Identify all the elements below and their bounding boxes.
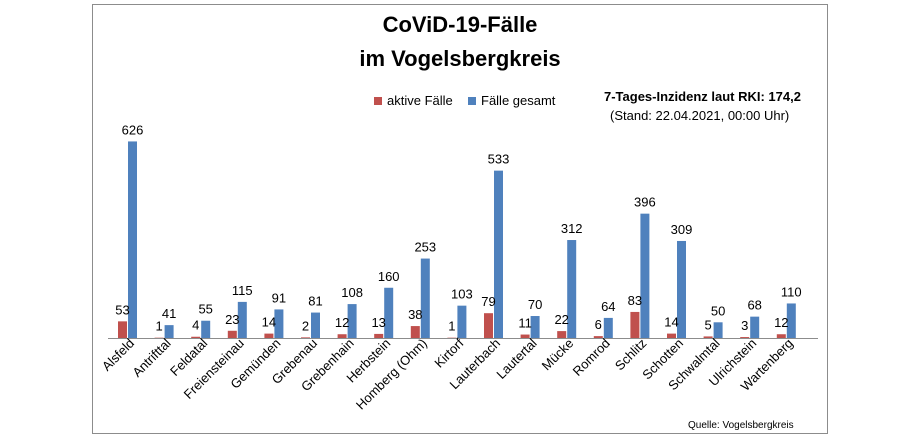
data-label-aktive-freiensteinau: 23 [225,312,239,327]
bar-aktive-gemuenden [264,333,274,338]
legend-label-aktive: aktive Fälle [387,93,453,108]
data-label-gesamt-ulrichstein: 68 [747,298,761,313]
data-label-aktive-herbstein: 13 [371,315,385,330]
bar-gesamt-schlitz [640,213,650,338]
bar-gesamt-kirtorf [457,305,467,338]
data-label-gesamt-alsfeld: 626 [122,122,144,137]
bar-aktive-schotten [667,333,676,338]
source-text: Quelle: Vogelsbergkreis [688,420,794,431]
chart-title-line2: im Vogelsbergkreis [359,46,561,71]
data-label-aktive-kirtorf: 1 [448,319,455,334]
chart-frame [92,4,828,434]
bar-aktive-lautertal [520,334,530,338]
data-label-aktive-lautertal: 11 [518,316,532,331]
incidence-text: 7-Tages-Inzidenz laut RKI: 174,2 [604,89,801,104]
data-label-gesamt-lauterbach: 533 [488,152,510,167]
bar-aktive-grebenhain [337,334,347,338]
data-label-gesamt-freiensteinau: 115 [232,283,253,298]
data-label-aktive-romrod: 6 [595,317,602,332]
bar-aktive-feldatal [191,336,201,338]
bar-aktive-herbstein [374,333,384,338]
bar-gesamt-freiensteinau [237,301,247,338]
bar-gesamt-antrifttal [164,325,174,338]
bar-gesamt-romrod [603,317,613,338]
data-label-aktive-alsfeld: 53 [115,302,129,317]
data-label-gesamt-muecke: 312 [561,221,583,236]
bar-aktive-alsfeld [118,321,127,338]
data-label-aktive-gemuenden: 14 [262,315,276,330]
chart-title-line1: CoViD-19-Fälle [382,12,538,37]
bar-aktive-lauterbach [484,313,493,338]
bar-gesamt-wartenberg [786,303,796,338]
data-label-aktive-wartenberg: 12 [774,315,788,330]
data-label-gesamt-homberg-ohm: 253 [414,240,436,255]
bar-aktive-schlitz [630,311,640,338]
bar-gesamt-ulrichstein [750,316,760,338]
bar-aktive-wartenberg [776,334,786,338]
stand-text: (Stand: 22.04.2021, 00:00 Uhr) [610,108,790,123]
data-label-gesamt-herbstein: 160 [378,269,400,284]
bar-aktive-homberg-ohm [410,326,420,338]
data-label-gesamt-antrifttal: 41 [162,306,176,321]
legend-label-gesamt: Fälle gesamt [481,93,556,108]
bar-gesamt-schwalmtal [713,322,723,338]
legend-swatch-gesamt [468,96,476,105]
data-label-gesamt-schlitz: 396 [634,195,656,210]
data-label-gesamt-feldatal: 55 [198,302,212,317]
data-label-aktive-homberg-ohm: 38 [408,307,422,322]
bar-aktive-ulrichstein [740,337,750,338]
bar-aktive-muecke [557,331,567,338]
bar-gesamt-alsfeld [128,141,137,338]
data-label-aktive-grebenhain: 12 [335,315,349,330]
bar-aktive-freiensteinau [227,330,237,338]
bar-aktive-grebenau [301,337,310,338]
data-label-gesamt-kirtorf: 103 [451,287,473,302]
data-label-aktive-lauterbach: 79 [481,294,495,309]
bar-aktive-schwalmtal [703,336,713,338]
bar-gesamt-feldatal [201,320,211,338]
data-label-gesamt-schotten: 309 [671,222,693,237]
bar-gesamt-gemuenden [274,309,284,338]
data-label-aktive-schotten: 14 [664,315,678,330]
bar-gesamt-homberg-ohm [420,258,430,338]
data-label-gesamt-wartenberg: 110 [781,284,802,299]
legend-item-gesamt: Fälle gesamt [468,93,555,108]
bar-gesamt-muecke [567,240,577,338]
data-label-aktive-schlitz: 83 [628,293,642,308]
data-label-gesamt-schwalmtal: 50 [711,303,725,318]
legend-swatch-aktive [374,96,382,105]
bar-gesamt-grebenau [311,312,320,338]
data-label-gesamt-gemuenden: 91 [272,290,286,305]
bar-gesamt-lautertal [530,316,540,338]
bar-gesamt-grebenhain [347,304,357,338]
legend-item-aktive: aktive Fälle [374,93,453,108]
bar-gesamt-schotten [677,240,686,338]
x-tick-label-antrifttal: Antrifttal [129,335,173,379]
data-label-aktive-antrifttal: 1 [155,319,162,334]
data-label-aktive-grebenau: 2 [302,318,309,333]
bar-gesamt-lauterbach [494,170,503,338]
data-label-aktive-ulrichstein: 3 [741,318,748,333]
x-tick-label-romrod: Romrod [570,336,613,379]
bar-gesamt-herbstein [384,287,394,338]
data-label-gesamt-romrod: 64 [601,299,615,314]
data-label-aktive-muecke: 22 [554,312,568,327]
data-label-aktive-schwalmtal: 5 [704,317,711,332]
bar-aktive-romrod [593,336,603,338]
data-label-gesamt-grebenau: 81 [308,294,322,309]
x-tick-label-lautertal: Lautertal [493,335,539,381]
data-label-gesamt-grebenhain: 108 [341,285,363,300]
data-label-aktive-feldatal: 4 [192,318,199,333]
data-label-gesamt-lautertal: 70 [528,297,542,312]
